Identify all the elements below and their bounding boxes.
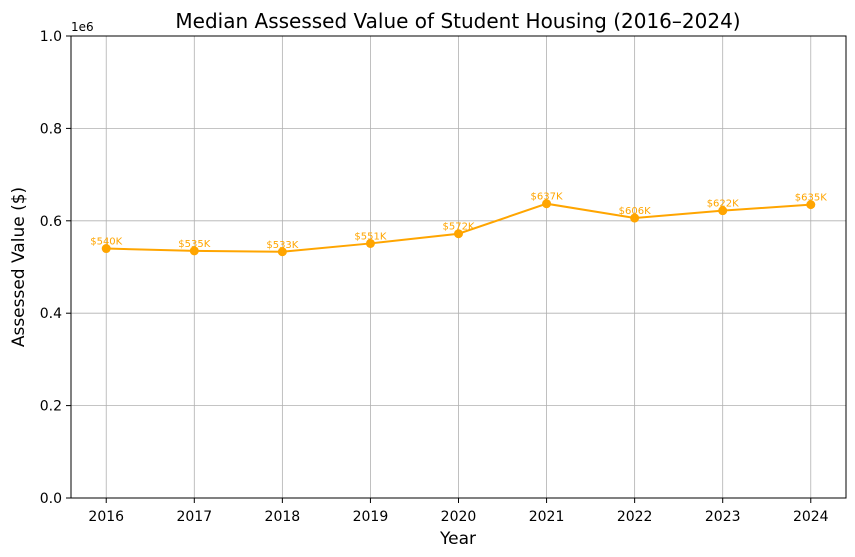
data-point [101,244,111,254]
x-axis-label: Year [439,529,476,549]
x-tick-label: 2022 [617,509,653,525]
y-tick-label: 0.2 [40,399,62,415]
data-point [630,213,640,223]
x-tick-label: 2021 [529,509,565,525]
x-tick-label: 2023 [705,509,741,525]
y-axis-offset-label: 1e6 [71,20,94,34]
x-tick-label: 2020 [441,509,477,525]
data-point [542,199,552,209]
grid [71,35,846,499]
data-point [365,238,375,248]
y-tick-label: 0.4 [40,306,62,322]
data-label: $637K [531,192,563,203]
data-point [718,206,728,216]
data-label: $551K [354,231,386,242]
x-tick-label: 2017 [176,509,212,525]
x-tick-label: 2019 [353,509,389,525]
chart-title: Median Assessed Value of Student Housing… [175,9,740,33]
x-axis: 2016 2017 2018 2019 2020 2021 2022 2023 2024 [88,498,829,525]
y-tick-label: 0.8 [40,121,62,137]
data-point [189,246,199,256]
data-label: $540K [90,237,122,248]
x-tick-label: 2016 [88,509,124,525]
x-tick-label: 2018 [265,509,301,525]
data-label: $535K [178,239,210,250]
data-label: $572K [442,222,474,233]
data-label: $533K [266,240,298,251]
x-tick-label: 2024 [793,509,829,525]
y-tick-label: 0.0 [40,491,62,507]
data-label: $606K [619,206,651,217]
data-point [806,200,816,210]
data-label: $635K [795,193,827,204]
y-tick-label: 1.0 [40,29,62,45]
y-tick-label: 0.6 [40,214,62,230]
y-axis-label: Assessed Value ($) [9,187,29,347]
data-point [454,229,463,239]
data-label: $622K [707,199,739,210]
data-point [277,247,287,257]
y-axis: 0.0 0.2 0.4 0.6 0.8 1.0 [40,29,71,507]
series-layer: $540K $535K $533K $551K $572K $637K $606K $622K… [90,192,827,257]
